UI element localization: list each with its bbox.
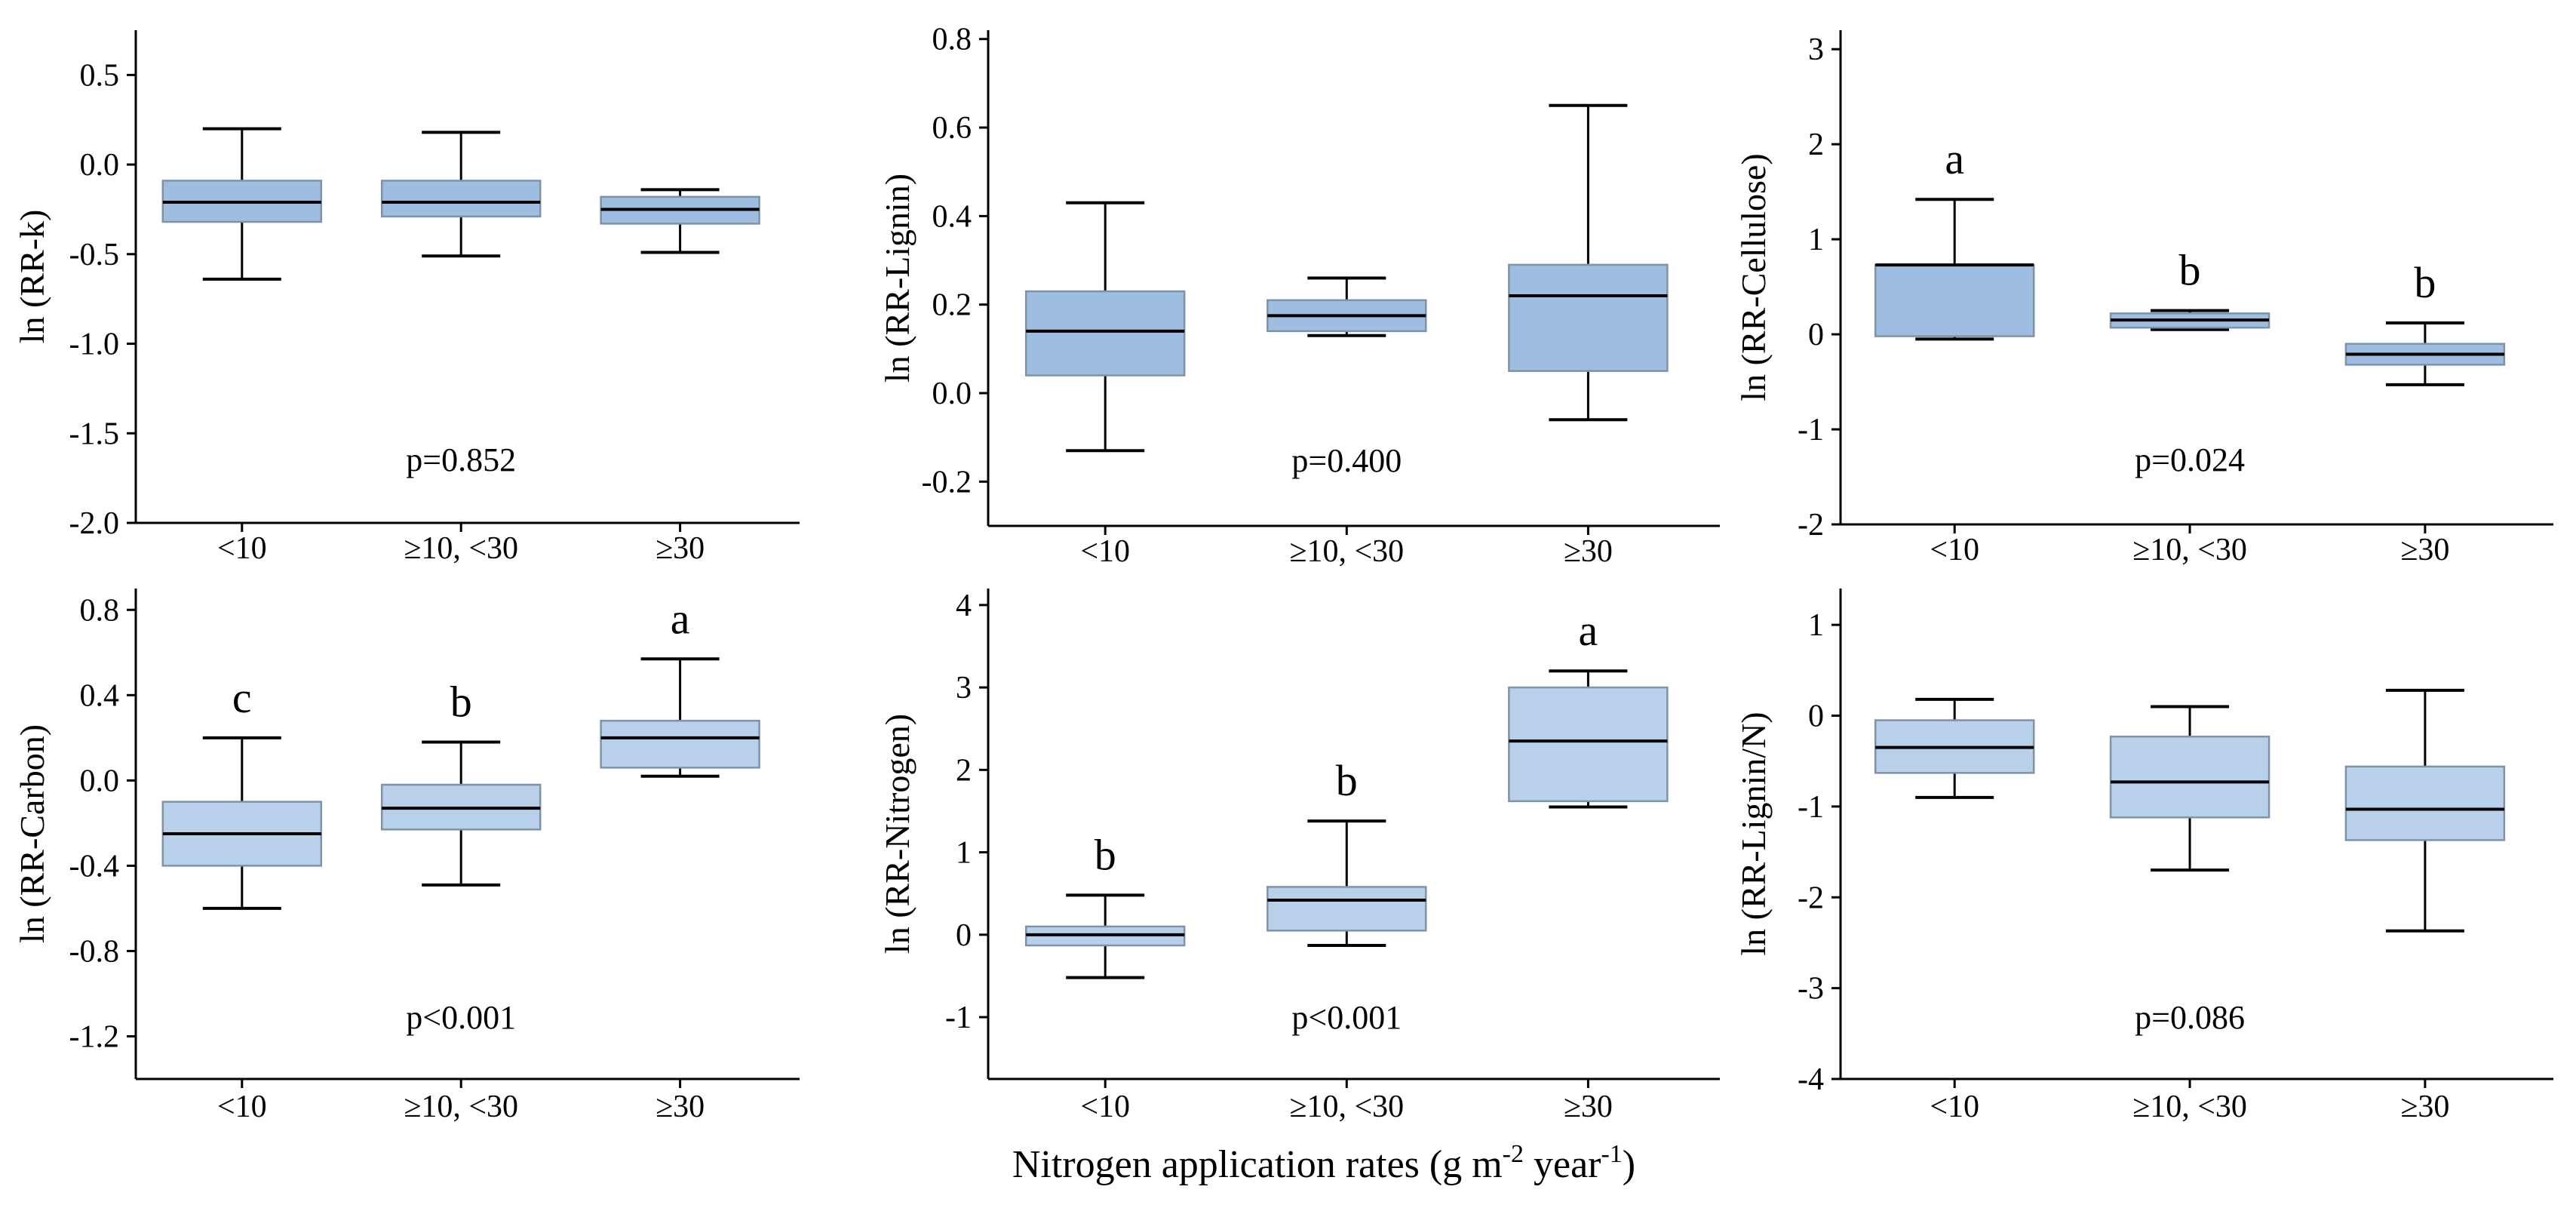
x-tick-label: ≥10, <30 [2132,533,2247,567]
y-tick-label: 0.0 [80,764,120,798]
significance-letter: a [671,594,690,643]
significance-letter: c [232,673,252,722]
box-iqr [1508,686,1669,803]
p-value-label: p<0.001 [406,999,516,1036]
box-iqr [1267,886,1427,932]
y-tick-label: -0.4 [69,849,120,884]
y-tick-label: 2 [956,753,972,788]
x-tick-label: ≥10, <30 [404,1090,518,1124]
box-iqr [2109,735,2271,819]
box-iqr [1508,263,1669,372]
y-tick-label: -1 [1798,790,1824,825]
x-tick-label: ≥30 [1564,1090,1613,1124]
significance-letter: b [1336,756,1358,805]
y-tick-label: -4 [1798,1062,1824,1097]
box-iqr [1024,290,1186,377]
significance-letter: b [450,677,472,726]
y-tick-label: 1 [1808,608,1824,643]
p-value-label: p=0.852 [406,441,516,478]
y-tick-label: -0.5 [69,238,120,272]
p-value-label: p=0.400 [1291,442,1402,479]
significance-letter: b [2414,258,2436,307]
x-tick-label: ≥30 [656,1090,705,1124]
significance-letter: a [1945,134,1964,183]
y-axis-label: ln (RR-Lignin) [878,174,916,383]
x-tick-label: <10 [1080,1090,1130,1124]
y-tick-label: -2 [1798,508,1824,543]
box-iqr [1874,263,2035,337]
y-tick-label: 0.0 [80,148,120,183]
x-tick-label: ≥10, <30 [404,531,518,566]
y-tick-label: 0.8 [80,593,120,628]
x-tick-label: ≥30 [656,531,705,566]
y-tick-label: -1.0 [69,327,120,362]
x-tick-label: <10 [1080,534,1130,569]
x-tick-label: ≥30 [1564,534,1613,569]
y-axis-label: ln (RR-Carbon) [13,724,51,943]
y-tick-label: -2.0 [69,506,120,541]
y-tick-label: 0.4 [80,678,120,713]
y-tick-label: -3 [1798,972,1824,1007]
y-axis-label: ln (RR-Cellulose) [1734,153,1773,401]
y-tick-label: 0 [1808,699,1824,734]
significance-letter: b [2179,246,2201,295]
y-axis-label: ln (RR-k) [13,210,51,344]
significance-letter: a [1579,606,1598,655]
p-value-label: p<0.001 [1291,999,1402,1036]
box-iqr [2344,765,2506,841]
x-tick-label: <10 [217,1090,267,1124]
y-tick-label: 1 [956,836,972,871]
y-tick-label: -1.5 [69,416,120,451]
x-tick-label: ≥30 [2400,1090,2449,1124]
y-tick-label: -1 [1798,413,1824,447]
y-tick-label: 4 [956,589,972,623]
x-tick-label: ≥10, <30 [1289,534,1404,569]
significance-letter: b [1095,830,1116,879]
p-value-label: p=0.086 [2135,999,2245,1036]
y-tick-label: 2 [1808,128,1824,162]
y-tick-label: -0.2 [922,465,972,499]
y-axis-label: ln (RR-Lignin/N) [1734,712,1773,955]
y-tick-label: 0.4 [932,199,972,234]
y-axis-label: ln (RR-Nitrogen) [878,714,916,954]
y-tick-label: -1 [945,1001,972,1035]
y-tick-label: -2 [1798,881,1824,915]
y-tick-label: 0.6 [932,111,972,146]
y-tick-label: 0.5 [80,58,120,93]
x-tick-label: ≥10, <30 [1289,1090,1404,1124]
y-tick-label: 0 [1808,318,1824,352]
y-tick-label: 0.0 [932,377,972,411]
x-tick-label: <10 [217,531,267,566]
y-tick-label: 3 [956,671,972,705]
p-value-label: p=0.024 [2135,441,2245,478]
x-tick-label: <10 [1930,1090,1979,1124]
y-tick-label: -1.2 [69,1019,120,1054]
y-tick-label: -0.8 [69,934,120,969]
y-tick-label: 0.8 [932,23,972,57]
box-iqr [600,719,760,769]
x-tick-label: ≥10, <30 [2132,1090,2247,1124]
y-tick-label: 0.2 [932,288,972,323]
y-tick-label: 0 [956,918,972,953]
y-tick-label: 3 [1808,32,1824,67]
x-tick-label: ≥30 [2400,533,2449,567]
x-axis-title: Nitrogen application rates (g m-2 year-1… [1012,1140,1635,1186]
x-tick-label: <10 [1930,533,1979,567]
box-iqr [380,180,542,218]
y-tick-label: 1 [1808,223,1824,257]
